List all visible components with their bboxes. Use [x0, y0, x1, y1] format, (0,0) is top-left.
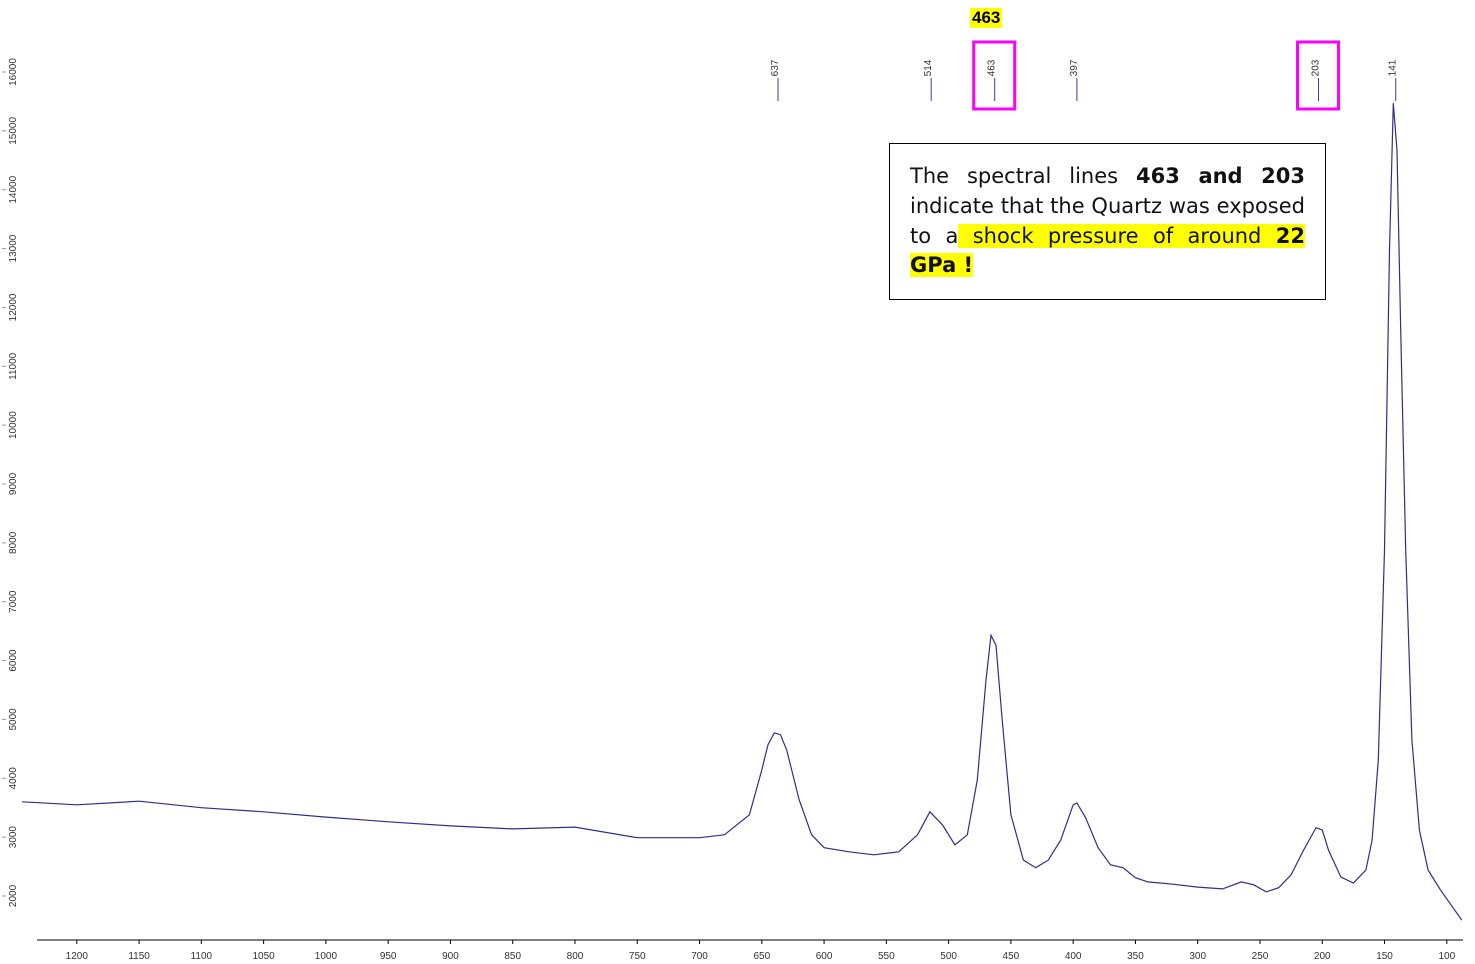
x-tick-label: 850 — [504, 951, 521, 962]
x-tick-label: 1050 — [252, 951, 275, 962]
spectrum-line — [21, 103, 1463, 921]
x-tick-label: 450 — [1003, 951, 1020, 962]
annotation-text: 463 and 203 — [1136, 164, 1306, 188]
y-tick-label: 14000 — [8, 175, 19, 203]
peak-highlight-box — [972, 40, 1017, 111]
x-tick-label: 800 — [567, 951, 584, 962]
y-tick-label: 5000 — [8, 708, 19, 731]
y-tick-label: 13000 — [8, 234, 19, 262]
y-tick-label: 9000 — [8, 472, 19, 495]
peak-highlight-box — [1296, 40, 1341, 111]
x-tick-label: 950 — [380, 951, 397, 962]
callout: 463 — [970, 8, 1003, 28]
y-tick-label: 8000 — [8, 531, 19, 554]
x-tick-label: 250 — [1252, 951, 1269, 962]
x-tick-label: 650 — [753, 951, 770, 962]
x-tick-label: 900 — [442, 951, 459, 962]
peak-label: 514 — [923, 59, 934, 76]
x-tick-label: 350 — [1127, 951, 1144, 962]
y-tick-label: 15000 — [8, 117, 19, 145]
x-tick-label: 100 — [1438, 951, 1455, 962]
x-tick-label: 1150 — [128, 951, 150, 962]
annotation-box: The spectral lines 463 and 203 indicate … — [889, 143, 1326, 301]
x-tick-label: 200 — [1314, 951, 1331, 962]
x-tick-label: 1200 — [66, 951, 89, 962]
y-tick-label: 2000 — [8, 884, 19, 907]
x-tick-label: 600 — [816, 951, 833, 962]
y-tick-label: 16000 — [8, 58, 19, 86]
y-tick-label: 12000 — [8, 293, 19, 321]
annotation-text: The spectral lines — [910, 164, 1137, 188]
y-tick-label: 7000 — [8, 590, 19, 613]
x-tick-label: 750 — [629, 951, 646, 962]
y-tick-label: 11000 — [8, 352, 19, 380]
peak-label: 463 — [987, 59, 998, 76]
x-tick-label: 1000 — [315, 951, 338, 962]
y-tick-label: 4000 — [8, 767, 19, 790]
peak-label: 141 — [1388, 59, 1399, 76]
x-tick-label: 550 — [878, 951, 895, 962]
peak-label: 203 — [1311, 59, 1322, 76]
annotation-highlight: shock pressure of around — [958, 223, 1276, 248]
x-tick-label: 1100 — [191, 951, 213, 962]
y-tick-label: 10000 — [8, 411, 19, 439]
y-tick-label: 6000 — [8, 649, 19, 672]
x-tick-label: 500 — [940, 951, 957, 962]
x-tick-label: 700 — [691, 951, 708, 962]
peak-label: 397 — [1069, 59, 1080, 76]
peak-label: 637 — [770, 59, 781, 76]
x-tick-label: 150 — [1376, 951, 1393, 962]
x-tick-label: 400 — [1065, 951, 1082, 962]
annotation-text: indicate that the Quartz was exposed to … — [910, 193, 1305, 248]
y-tick-label: 3000 — [8, 826, 19, 849]
x-tick-label: 300 — [1189, 951, 1206, 962]
